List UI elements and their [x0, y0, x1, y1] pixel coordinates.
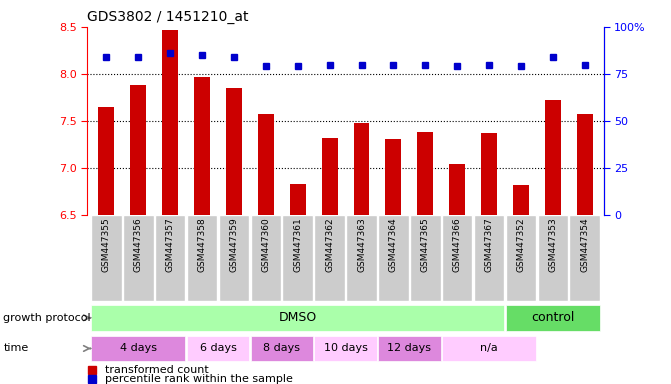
- Text: DMSO: DMSO: [278, 311, 317, 324]
- Bar: [187, 336, 249, 361]
- Text: GSM447356: GSM447356: [134, 218, 143, 272]
- Bar: [570, 215, 600, 301]
- Text: control: control: [531, 311, 574, 324]
- Text: GSM447367: GSM447367: [484, 218, 494, 272]
- Text: 4 days: 4 days: [119, 343, 157, 354]
- Bar: [481, 133, 497, 215]
- Text: 6 days: 6 days: [199, 343, 236, 354]
- Bar: [321, 138, 338, 215]
- Bar: [537, 215, 568, 301]
- Text: GSM447363: GSM447363: [357, 218, 366, 272]
- Text: GSM447352: GSM447352: [517, 218, 525, 272]
- Bar: [449, 164, 465, 215]
- Text: GSM447354: GSM447354: [580, 218, 589, 272]
- Text: transformed count: transformed count: [105, 364, 209, 375]
- Bar: [506, 215, 536, 301]
- Text: GSM447353: GSM447353: [548, 218, 558, 272]
- Bar: [91, 215, 121, 301]
- Bar: [442, 215, 472, 301]
- Text: growth protocol: growth protocol: [3, 313, 91, 323]
- Bar: [123, 215, 154, 301]
- Text: GSM447362: GSM447362: [325, 218, 334, 272]
- Bar: [290, 184, 306, 215]
- Bar: [250, 336, 313, 361]
- Text: 8 days: 8 days: [263, 343, 301, 354]
- Text: GSM447361: GSM447361: [293, 218, 302, 272]
- Bar: [410, 215, 441, 301]
- Text: n/a: n/a: [480, 343, 498, 354]
- Text: GSM447355: GSM447355: [102, 218, 111, 272]
- Bar: [378, 336, 441, 361]
- Bar: [314, 215, 345, 301]
- Bar: [513, 185, 529, 215]
- Bar: [506, 305, 600, 331]
- Bar: [250, 215, 281, 301]
- Bar: [155, 215, 185, 301]
- Text: 12 days: 12 days: [387, 343, 431, 354]
- Bar: [219, 215, 249, 301]
- Bar: [314, 336, 377, 361]
- Bar: [187, 215, 217, 301]
- Text: percentile rank within the sample: percentile rank within the sample: [105, 374, 293, 384]
- Bar: [545, 100, 561, 215]
- Text: GSM447358: GSM447358: [197, 218, 207, 272]
- Bar: [346, 215, 377, 301]
- Bar: [91, 305, 505, 331]
- Bar: [282, 215, 313, 301]
- Bar: [385, 139, 401, 215]
- Bar: [442, 336, 536, 361]
- Bar: [577, 114, 592, 215]
- Text: GSM447359: GSM447359: [229, 218, 238, 272]
- Bar: [162, 30, 178, 215]
- Bar: [474, 215, 505, 301]
- Text: GSM447365: GSM447365: [421, 218, 430, 272]
- Text: GSM447364: GSM447364: [389, 218, 398, 272]
- Text: GSM447360: GSM447360: [261, 218, 270, 272]
- Bar: [378, 215, 409, 301]
- Bar: [99, 107, 114, 215]
- Text: time: time: [3, 343, 29, 354]
- Text: GSM447366: GSM447366: [453, 218, 462, 272]
- Text: GDS3802 / 1451210_at: GDS3802 / 1451210_at: [87, 10, 249, 25]
- Bar: [258, 114, 274, 215]
- Bar: [417, 132, 433, 215]
- Bar: [91, 336, 185, 361]
- Bar: [354, 123, 370, 215]
- Text: GSM447357: GSM447357: [166, 218, 174, 272]
- Bar: [226, 88, 242, 215]
- Bar: [194, 77, 210, 215]
- Text: 10 days: 10 days: [323, 343, 368, 354]
- Bar: [130, 85, 146, 215]
